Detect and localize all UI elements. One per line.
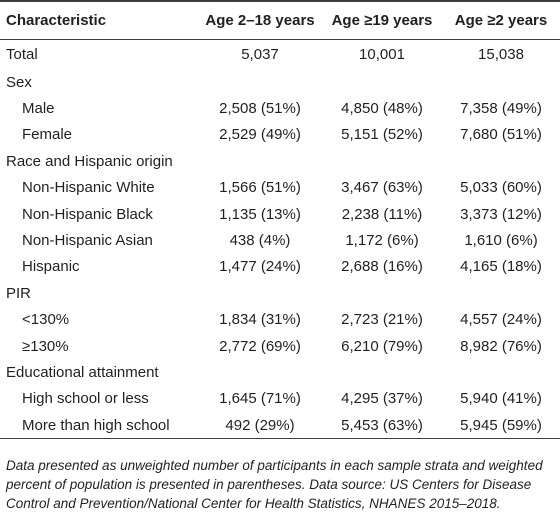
- table-cell: 2,772 (69%): [219, 337, 301, 355]
- row-group-label: Race and Hispanic origin: [6, 152, 173, 170]
- header-age-2-18: Age 2–18 years: [205, 11, 315, 29]
- table-cell: 8,982 (76%): [460, 337, 542, 355]
- table-row: Hispanic 1,477 (24%) 2,688 (16%) 4,165 (18%…: [0, 254, 560, 280]
- table-row: Educational attainment: [0, 359, 560, 385]
- table-cell: 1,566 (51%): [219, 179, 301, 197]
- table-body: Total 5,037 10,001 15,038 Sex Male 2,508 (51%)…: [0, 39, 560, 439]
- row-label: Hispanic: [22, 258, 80, 276]
- row-label: Non-Hispanic White: [22, 179, 155, 197]
- table-cell: 4,295 (37%): [341, 390, 423, 408]
- table-cell: [442, 148, 560, 174]
- table-row: Race and Hispanic origin: [0, 148, 560, 174]
- table-row: High school or less 1,645 (71%) 4,295 (37%…: [0, 386, 560, 412]
- row-label: ≥130%: [22, 337, 69, 355]
- table-cell: 5,453 (63%): [341, 416, 423, 434]
- row-group-label: PIR: [6, 284, 32, 302]
- row-group-label: Sex: [6, 73, 32, 91]
- table-cell: [198, 69, 322, 95]
- row-group-label: Educational attainment: [6, 363, 159, 381]
- table-cell: [322, 69, 442, 95]
- table-cell: 5,940 (41%): [460, 390, 542, 408]
- table-cell: 2,529 (49%): [219, 126, 301, 144]
- table-cell: 1,172 (6%): [345, 232, 419, 250]
- row-label: Male: [22, 100, 55, 118]
- row-label: Non-Hispanic Asian: [22, 232, 153, 250]
- table-cell: 5,033 (60%): [460, 179, 542, 197]
- table-row: Total 5,037 10,001 15,038: [0, 39, 560, 69]
- row-label: More than high school: [22, 416, 170, 434]
- table-cell: 7,358 (49%): [460, 100, 542, 118]
- table-cell: [322, 280, 442, 306]
- row-label: <130%: [22, 311, 70, 329]
- table-cell: 1,135 (13%): [219, 205, 301, 223]
- demographics-table: Characteristic Age 2–18 years Age ≥19 ye…: [0, 1, 560, 439]
- row-label: Non-Hispanic Black: [22, 205, 153, 223]
- table-cell: 10,001: [359, 45, 405, 63]
- table-cell: 5,945 (59%): [460, 416, 542, 434]
- table-cell: 5,037: [241, 45, 279, 63]
- table-cell: [198, 148, 322, 174]
- table-cell: [322, 148, 442, 174]
- table-cell: 6,210 (79%): [341, 337, 423, 355]
- table-row: Non-Hispanic Asian 438 (4%) 1,172 (6%) 1,61…: [0, 227, 560, 253]
- table-cell: [198, 280, 322, 306]
- row-label: Female: [22, 126, 73, 144]
- table-cell: 4,850 (48%): [341, 100, 423, 118]
- table-cell: 7,680 (51%): [460, 126, 542, 144]
- table-row: PIR: [0, 280, 560, 306]
- table-row: Non-Hispanic White 1,566 (51%) 3,467 (63%)…: [0, 175, 560, 201]
- table-cell: [322, 359, 442, 385]
- header-row: Characteristic Age 2–18 years Age ≥19 ye…: [0, 1, 560, 39]
- table-cell: [198, 359, 322, 385]
- table-cell: 1,645 (71%): [219, 390, 301, 408]
- table-cell: 2,508 (51%): [219, 100, 301, 118]
- table-cell: 5,151 (52%): [341, 126, 423, 144]
- table-row: Female 2,529 (49%) 5,151 (52%) 7,680 (51%): [0, 122, 560, 148]
- table-cell: 2,723 (21%): [341, 311, 423, 329]
- table-row: More than high school 492 (29%) 5,453 (63%…: [0, 412, 560, 439]
- table-cell: 1,610 (6%): [464, 232, 538, 250]
- table-cell: [442, 359, 560, 385]
- table-row: Male 2,508 (51%) 4,850 (48%) 7,358 (49%): [0, 95, 560, 121]
- table-cell: 3,373 (12%): [460, 205, 542, 223]
- table-footnote: Data presented as unweighted number of p…: [6, 458, 543, 511]
- header-age-2-plus: Age ≥2 years: [454, 11, 548, 29]
- row-group-label: Total: [6, 45, 38, 63]
- table-cell: 2,238 (11%): [341, 205, 423, 223]
- demographics-table-container: Characteristic Age 2–18 years Age ≥19 ye…: [0, 1, 560, 439]
- table-cell: 1,834 (31%): [219, 311, 301, 329]
- table-row: ≥130% 2,772 (69%) 6,210 (79%) 8,982 (76%): [0, 333, 560, 359]
- table-row: Sex: [0, 69, 560, 95]
- table-cell: [442, 69, 560, 95]
- table-header: Characteristic Age 2–18 years Age ≥19 ye…: [0, 1, 560, 39]
- header-characteristic: Characteristic: [6, 11, 107, 29]
- table-row: <130% 1,834 (31%) 2,723 (21%) 4,557 (24%): [0, 307, 560, 333]
- table-cell: 4,557 (24%): [460, 311, 542, 329]
- table-cell: 438 (4%): [229, 232, 291, 250]
- table-cell: 4,165 (18%): [460, 258, 542, 276]
- header-age-19-plus: Age ≥19 years: [331, 11, 433, 29]
- table-cell: 3,467 (63%): [341, 179, 423, 197]
- table-cell: 2,688 (16%): [341, 258, 423, 276]
- table-cell: 15,038: [478, 45, 524, 63]
- table-row: Non-Hispanic Black 1,135 (13%) 2,238 (11%)…: [0, 201, 560, 227]
- table-cell: [442, 280, 560, 306]
- row-label: High school or less: [22, 390, 149, 408]
- table-cell: 492 (29%): [225, 416, 295, 434]
- table-cell: 1,477 (24%): [219, 258, 301, 276]
